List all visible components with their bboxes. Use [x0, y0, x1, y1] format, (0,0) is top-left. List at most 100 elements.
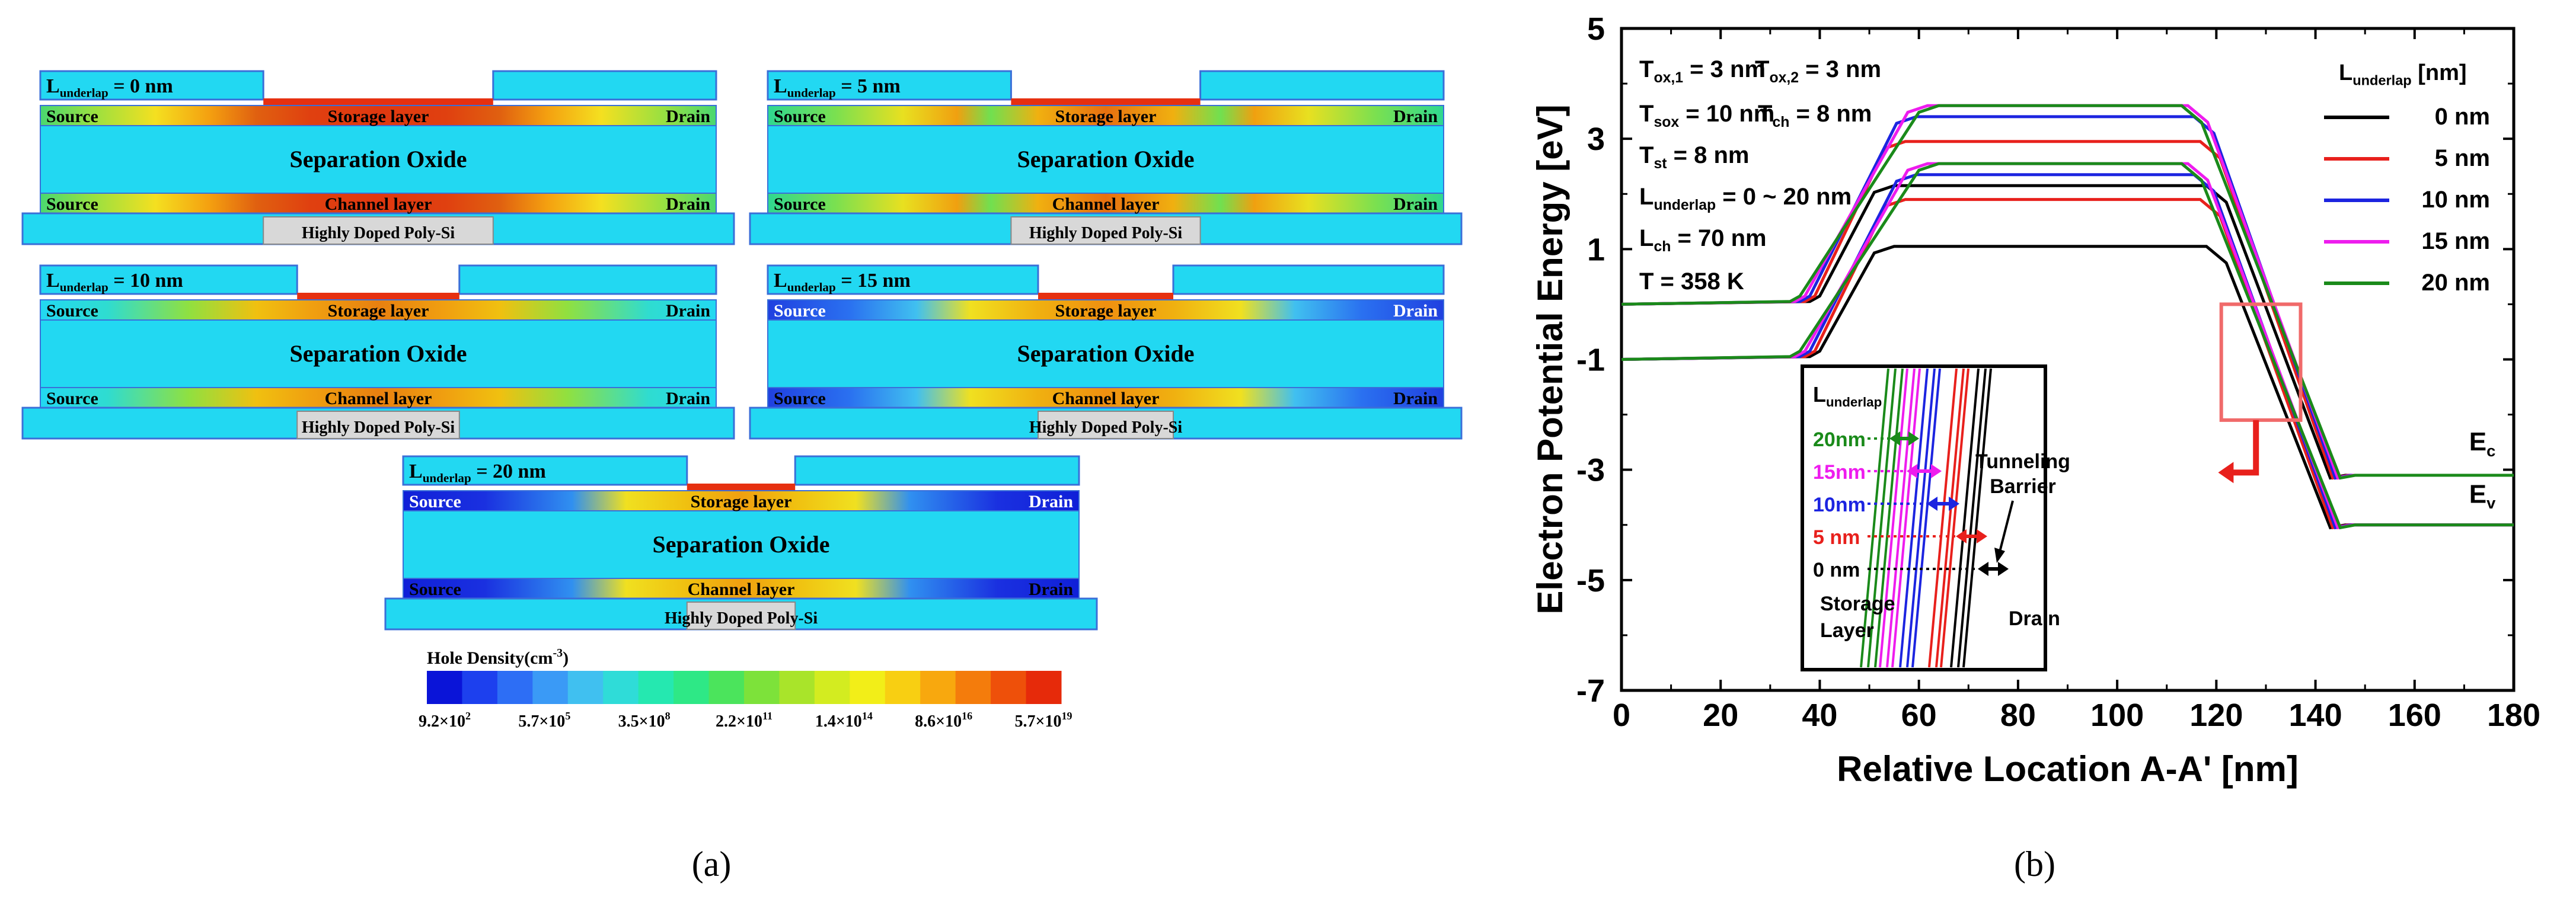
- legend-label: 0 nm: [2435, 104, 2490, 130]
- param-ox1: Tox,1 = 3 nm: [1639, 56, 1766, 86]
- y-tick-label: 1: [1587, 232, 1605, 267]
- inset-band-line: [1860, 368, 1889, 668]
- colorbar-cell: [567, 671, 604, 704]
- top-oxide-right: [458, 264, 717, 295]
- separation-oxide: [403, 510, 1080, 579]
- device-title: Lunderlap = 15 nm: [774, 270, 911, 294]
- inset-arrowhead: [1908, 431, 1919, 446]
- drain-label-top: Drain: [1393, 301, 1438, 321]
- x-tick-label: 40: [1802, 698, 1837, 733]
- colorbar-cell: [462, 671, 498, 704]
- x-tick-label: 60: [1901, 698, 1937, 733]
- inset-title: Lunderlap: [1813, 382, 1882, 409]
- device-title: Lunderlap = 0 nm: [46, 75, 173, 100]
- channel-label: Channel layer: [325, 194, 432, 214]
- separation-oxide: [40, 125, 717, 194]
- top-oxide-left: [402, 455, 688, 486]
- inset-row-label: 20nm: [1813, 428, 1866, 451]
- colorbar-tick: 9.2×102: [419, 710, 471, 731]
- inset-arrowhead: [1978, 562, 1988, 576]
- colorbar-cell: [850, 671, 886, 704]
- inset-arrowhead: [1949, 497, 1959, 511]
- x-tick-label: 20: [1703, 698, 1738, 733]
- storage-layer-label-1: Storage: [1820, 593, 1895, 615]
- gate-label: Highly Doped Poly-Si: [302, 418, 455, 437]
- source-label-top: Source: [774, 107, 826, 126]
- inset-band-line: [1906, 368, 1936, 668]
- x-tick-label: 180: [2487, 698, 2540, 733]
- ec-curve-15nm: [1621, 104, 2514, 480]
- barrier-pointer: [1998, 500, 2014, 555]
- device-20nm: Lunderlap = 20 nm Source Drain Storage laye…: [384, 455, 1098, 631]
- device-title: Lunderlap = 10 nm: [46, 270, 183, 294]
- y-tick-label: 3: [1587, 121, 1605, 157]
- storage-layer-label-2: Layer: [1820, 619, 1874, 642]
- storage-cap: [297, 293, 459, 300]
- y-tick-label: 5: [1587, 11, 1605, 47]
- channel-label: Channel layer: [1052, 194, 1160, 214]
- param-lun: Lunderlap = 0 ~ 20 nm: [1639, 184, 1852, 213]
- separation-oxide: [767, 125, 1444, 194]
- oxide-label: Separation Oxide: [290, 146, 467, 172]
- inset-row-label: 10nm: [1813, 494, 1866, 516]
- param-temp: T = 358 K: [1639, 268, 1744, 295]
- channel-label: Channel layer: [688, 580, 795, 599]
- source-label-top: Source: [46, 301, 98, 321]
- x-tick-label: 140: [2289, 698, 2342, 733]
- panel-a: Lunderlap = 0 nm Source Drain Storage layer…: [21, 70, 1463, 731]
- storage-label: Storage layer: [328, 107, 429, 126]
- x-tick-label: 120: [2189, 698, 2243, 733]
- gate-label: Highly Doped Poly-Si: [665, 609, 818, 628]
- inset-arrowhead: [1998, 562, 2009, 576]
- inset-band-line: [1874, 368, 1904, 668]
- colorbar-tick: 5.7×1019: [1015, 710, 1072, 731]
- colorbar-cell: [779, 671, 815, 704]
- ev-curve-0nm: [1621, 245, 2514, 530]
- colorbar-tick: 8.6×1016: [915, 710, 972, 731]
- channel-label: Channel layer: [1052, 389, 1160, 408]
- legend-label: 5 nm: [2435, 145, 2490, 171]
- storage-label: Storage layer: [1055, 301, 1157, 321]
- device-15nm: Lunderlap = 15 nm Source Drain Storage laye…: [749, 264, 1463, 440]
- storage-label: Storage layer: [691, 492, 792, 511]
- source-label-bottom: Source: [774, 194, 826, 214]
- storage-strip: [40, 105, 717, 126]
- storage-strip: [767, 105, 1444, 126]
- inset: Lunderlap 20nm 15nm 10nm 5 nm 0 nm TunnelingBa…: [1801, 364, 2070, 671]
- colorbar-cell: [638, 671, 674, 704]
- panel-b: 0 20 40 60 80 100 120 140 160 180 5 3 1 -1 -3 -5 -7 Relat…: [1530, 11, 2540, 789]
- colorbar-cell: [744, 671, 780, 704]
- drain-label-bottom: Drain: [666, 194, 710, 214]
- colorbar-cell: [673, 671, 710, 704]
- legend-label: 20 nm: [2421, 270, 2490, 296]
- barrier-label: Barrier: [1990, 475, 2056, 498]
- barrier-pointer-head: [1994, 548, 2005, 563]
- device-5nm: Lunderlap = 5 nm Source Drain Storage layer…: [749, 70, 1463, 245]
- inset-band-line: [1899, 368, 1929, 668]
- y-tick-label: -7: [1576, 673, 1605, 709]
- colorbar-cell: [955, 671, 991, 704]
- oxide-label: Separation Oxide: [1017, 146, 1195, 172]
- ev-curve-20nm: [1621, 162, 2514, 530]
- drain-label-top: Drain: [1029, 492, 1073, 511]
- y-axis-title: Electron Potential Energy [eV]: [1530, 104, 1570, 614]
- separation-oxide: [40, 319, 717, 388]
- gate-label: Highly Doped Poly-Si: [302, 224, 455, 242]
- source-label-bottom: Source: [46, 194, 98, 214]
- colorbar-cell: [603, 671, 639, 704]
- caption-b: (b): [2014, 844, 2055, 884]
- param-sox: Tsox = 10 nm: [1639, 101, 1774, 130]
- zoom-arrow: [2231, 420, 2259, 476]
- channel-strip: [767, 387, 1444, 408]
- storage-strip: [403, 490, 1080, 511]
- colorbar-tick: 1.4×1014: [815, 710, 873, 731]
- param-ch: Tch = 8 nm: [1758, 101, 1872, 130]
- drain-label-top: Drain: [1393, 107, 1438, 126]
- colorbar-title: Hole Density(cm-3): [427, 647, 569, 668]
- channel-strip: [767, 193, 1444, 214]
- y-tick-label: -1: [1576, 343, 1605, 378]
- storage-cap: [1011, 98, 1201, 105]
- zoom-arrow-head: [2218, 462, 2234, 484]
- inset-row-label: 15nm: [1813, 461, 1866, 484]
- drain-label-bottom: Drain: [1029, 580, 1073, 599]
